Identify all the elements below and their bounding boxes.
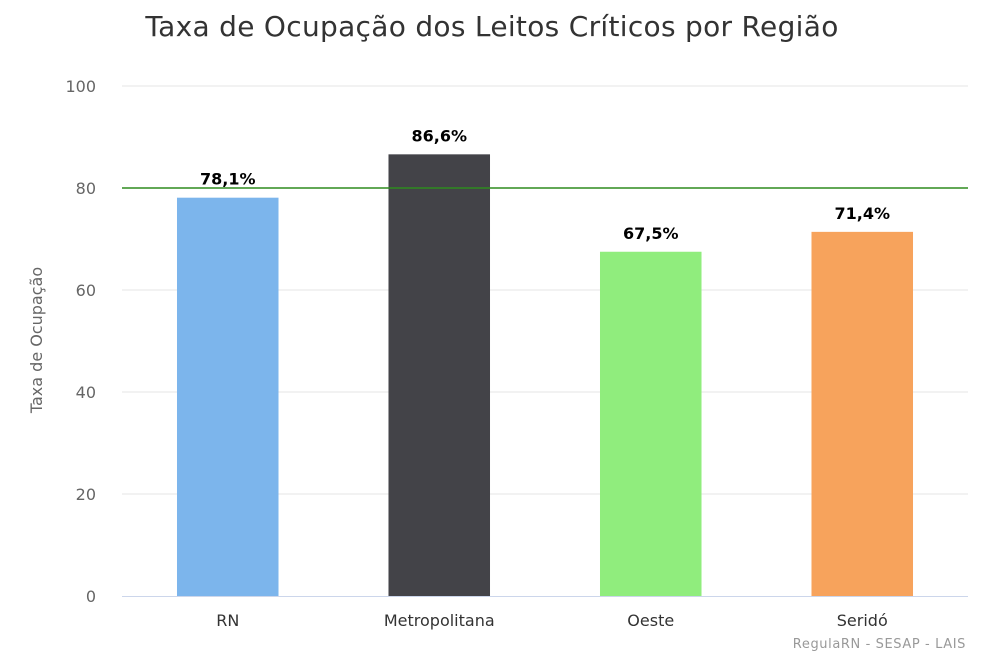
y-tick-label: 20 [76,485,96,504]
y-tick-label: 0 [86,587,96,606]
x-category-label: Seridó [837,611,888,630]
data-label: 71,4% [834,204,890,223]
x-category-label: Oeste [627,611,674,630]
data-label: 67,5% [623,224,679,243]
data-label: 86,6% [411,126,467,145]
x-category-label: RN [216,611,239,630]
bars [176,154,914,597]
bar-serid-[interactable] [811,231,914,597]
bar-metropolitana[interactable] [388,154,491,596]
y-axis-title: Taxa de Ocupação [27,267,46,414]
bar-oeste[interactable] [599,251,702,596]
y-tick-label: 80 [76,179,96,198]
bar-rn[interactable] [176,197,279,596]
y-tick-label: 40 [76,383,96,402]
x-category-label: Metropolitana [384,611,495,630]
data-label: 78,1% [200,170,256,189]
labels: 0 20 40 60 80 100 78,1% RN 86,6% Metropolitana 67,… [65,77,890,630]
y-tick-label: 60 [76,281,96,300]
credits-text[interactable]: RegulaRN - SESAP - LAIS [792,637,966,652]
chart-title: Taxa de Ocupação dos Leitos Críticos por… [145,10,839,43]
y-tick-label: 100 [65,77,96,96]
